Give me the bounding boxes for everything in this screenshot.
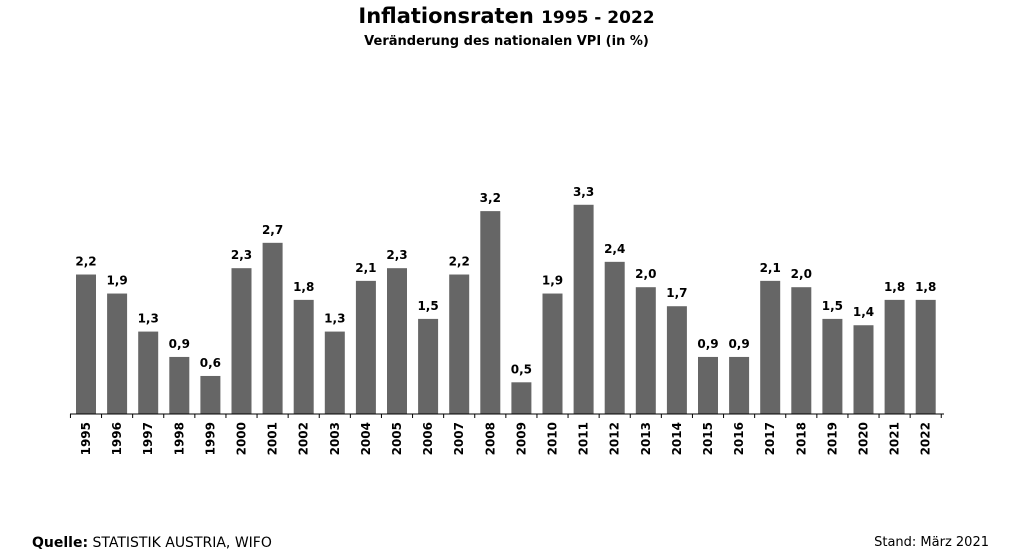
bar-2015 [698,356,718,414]
bar-2005 [387,268,407,414]
x-tick-label-2018: 2018 [794,422,808,455]
x-tick-label-2001: 2001 [266,422,280,455]
source-note: Quelle: STATISTIK AUSTRIA, WIFO [32,535,272,551]
value-label-2013: 2,0 [635,267,656,281]
value-label-2012: 2,4 [604,242,625,256]
x-tick-label-2011: 2011 [577,422,591,455]
value-label-1998: 0,9 [169,337,190,351]
bar-2004 [355,280,376,414]
bar-1996 [107,293,128,414]
x-tick-label-2016: 2016 [732,422,746,455]
value-label-2018: 2,0 [791,267,812,281]
bar-2014 [666,306,687,414]
bar-2007 [449,274,470,414]
bar-2018 [791,287,812,414]
x-tick-label-2017: 2017 [763,422,777,455]
x-tick-label-1996: 1996 [110,422,124,455]
bar-2017 [760,280,781,414]
value-label-1996: 1,9 [106,274,127,288]
bar-2021 [884,299,905,414]
bar-1995 [76,274,96,414]
x-tick-label-2007: 2007 [452,422,466,455]
x-tick-label-2012: 2012 [608,422,622,455]
value-label-2020: 1,4 [853,305,874,319]
chart-title-main: Inflationsraten [358,4,534,28]
bar-2006 [418,318,439,414]
x-tick-label-2006: 2006 [421,422,435,455]
x-tick-label-2008: 2008 [483,422,497,455]
bar-series [76,204,936,414]
value-label-2014: 1,7 [666,286,687,300]
x-tick-label-2020: 2020 [857,422,871,455]
x-tick-label-1998: 1998 [172,422,186,455]
value-label-2001: 2,7 [262,223,283,237]
x-axis-ticks [69,414,942,418]
x-tick-label-2014: 2014 [670,422,684,455]
value-labels: 2,2 1,9 1,3 0,9 0,6 2,3 2,7 1,8 1,3 2,1 2,3 1,5 2,2 3… [75,185,936,377]
value-label-2008: 3,2 [480,191,501,205]
stand-note: Stand: März 2021 [874,535,989,550]
x-tick-label-2009: 2009 [514,422,528,455]
bar-2009 [511,382,532,414]
bar-2022 [915,299,936,414]
value-label-2002: 1,8 [293,280,314,294]
x-tick-label-1995: 1995 [79,422,93,455]
bar-2016 [729,356,750,414]
bar-2001 [262,242,283,414]
value-label-2016: 0,9 [728,337,749,351]
bar-2019 [822,318,843,414]
bar-2003 [324,331,345,414]
bar-2011 [573,204,594,414]
source-label: Quelle: [32,535,89,551]
x-tick-label-1999: 1999 [203,422,217,455]
x-tick-label-2021: 2021 [888,422,902,455]
x-tick-label-2003: 2003 [328,422,342,455]
bar-1997 [138,331,159,414]
value-label-2004: 2,1 [355,261,376,275]
value-label-2015: 0,9 [697,337,718,351]
value-label-2017: 2,1 [760,261,781,275]
value-label-2021: 1,8 [884,280,905,294]
bar-2010 [542,293,563,414]
chart-subtitle: Veränderung des nationalen VPI (in %) [364,34,649,49]
value-label-2009: 0,5 [511,362,532,376]
chart-title: Inflationsraten 1995 - 2022 [0,4,1013,28]
x-tick-label-2010: 2010 [546,422,560,455]
x-axis-tick-labels: 1995 1996 1997 1998 1999 2000 2001 2002 2003 2004… [79,422,933,455]
source-value: STATISTIK AUSTRIA, WIFO [92,535,272,551]
x-tick-label-2019: 2019 [825,422,839,455]
x-tick-label-1997: 1997 [141,422,155,455]
value-label-2011: 3,3 [573,185,594,199]
x-tick-label-2015: 2015 [701,422,715,455]
x-tick-label-2002: 2002 [297,422,311,455]
bar-2000 [231,268,252,414]
value-label-2007: 2,2 [449,255,470,269]
value-label-2010: 1,9 [542,274,563,288]
x-tick-label-2000: 2000 [235,422,249,455]
x-tick-label-2004: 2004 [359,422,373,455]
value-label-2005: 2,3 [386,248,407,262]
x-tick-label-2022: 2022 [919,422,933,455]
value-label-1995: 2,2 [75,255,96,269]
bar-2013 [635,287,656,414]
value-label-2006: 1,5 [417,299,438,313]
value-label-2019: 1,5 [822,299,843,313]
bar-2002 [293,299,314,414]
value-label-1997: 1,3 [138,312,159,326]
value-label-2003: 1,3 [324,312,345,326]
bar-1998 [169,356,190,414]
bar-2008 [480,211,501,414]
value-label-2000: 2,3 [231,248,252,262]
bar-2012 [604,261,625,414]
chart-title-range: 1995 - 2022 [541,8,655,28]
value-label-1999: 0,6 [200,356,221,370]
bar-chart: 2,2 1,9 1,3 0,9 0,6 2,3 2,7 1,8 1,3 2,1 2,3 1,5 2,2 3… [69,185,944,455]
x-tick-label-2013: 2013 [639,422,653,455]
bar-1999 [200,375,221,414]
bar-2020 [853,325,874,414]
x-tick-label-2005: 2005 [390,422,404,455]
value-label-2022: 1,8 [915,280,936,294]
